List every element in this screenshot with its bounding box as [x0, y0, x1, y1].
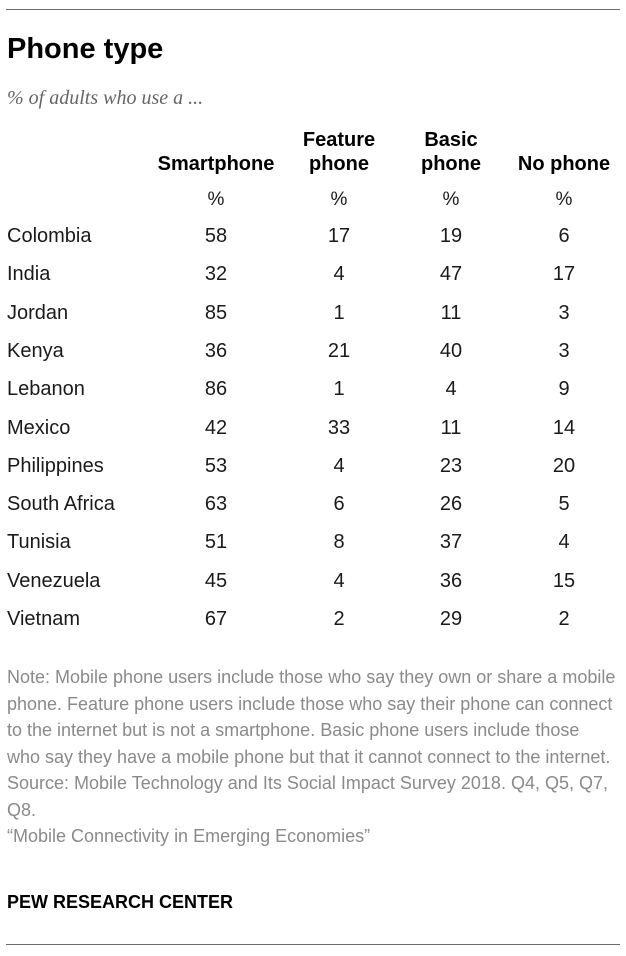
value-cell: 85	[204, 301, 228, 324]
value-cell: 14	[552, 416, 576, 439]
value-cell: 9	[558, 378, 570, 401]
column-unit: %	[555, 189, 573, 210]
column-header-line1: Basic	[424, 129, 478, 151]
value-cell: 19	[439, 225, 463, 247]
value-cell: 3	[558, 339, 570, 362]
column-header-line1	[146, 128, 286, 152]
column-header-line1	[494, 128, 626, 152]
footnote-block: Note: Mobile phone users include those w…	[7, 664, 617, 850]
column-unit: %	[330, 189, 348, 210]
table-row: Kenya 36 21 40 3	[0, 339, 626, 377]
value-cell: 11	[440, 416, 462, 439]
value-cell: 15	[552, 569, 576, 592]
value-cell: 2	[558, 608, 570, 630]
value-cell: 23	[439, 454, 463, 477]
value-cell: 4	[333, 569, 345, 592]
value-cell: 29	[439, 608, 463, 630]
table-row: Jordan 85 1 11 3	[0, 301, 626, 339]
value-cell: 11	[440, 301, 462, 324]
brand-label: PEW RESEARCH CENTER	[7, 892, 234, 912]
column-header-line2: phone	[309, 153, 369, 175]
column-header: Basic phone	[381, 128, 521, 176]
value-cell: 53	[204, 454, 228, 477]
country-label: South Africa	[7, 493, 115, 516]
value-cell: 4	[445, 378, 457, 401]
value-cell: 32	[204, 263, 228, 286]
table-row: Vietnam 67 2 29 2	[0, 607, 626, 645]
column-header: Smartphone	[146, 128, 286, 176]
value-cell: 33	[327, 416, 351, 439]
value-cell: 17	[552, 263, 576, 286]
value-cell: 2	[333, 608, 345, 630]
value-cell: 1	[333, 301, 345, 324]
table-row: Colombia 58 17 19 6	[0, 224, 626, 262]
country-label: Venezuela	[7, 569, 101, 592]
value-cell: 86	[204, 378, 228, 401]
country-label: Vietnam	[7, 608, 81, 630]
value-cell: 4	[333, 454, 345, 477]
country-label: Tunisia	[7, 531, 71, 554]
country-label: Mexico	[7, 416, 71, 439]
value-cell: 4	[333, 263, 345, 286]
report-title: “Mobile Connectivity in Emerging Economi…	[7, 826, 371, 846]
value-cell: 6	[333, 493, 345, 516]
column-header-line2: phone	[421, 153, 481, 175]
value-cell: 4	[558, 531, 570, 554]
value-cell: 26	[439, 493, 463, 516]
country-label: India	[7, 263, 51, 286]
column-header-line1: Feature	[302, 129, 376, 151]
value-cell: 37	[439, 531, 463, 554]
table-row: Philippines 53 4 23 20	[0, 454, 626, 492]
top-rule	[6, 9, 620, 10]
value-cell: 21	[327, 339, 351, 362]
country-label: Philippines	[7, 454, 104, 477]
value-cell: 63	[204, 493, 228, 516]
column-header-line2: No phone	[517, 153, 611, 175]
column-header: No phone	[494, 128, 626, 176]
value-cell: 45	[204, 569, 228, 592]
table-row: South Africa 63 6 26 5	[0, 492, 626, 530]
value-cell: 36	[439, 569, 463, 592]
value-cell: 17	[327, 225, 351, 247]
value-cell: 40	[439, 339, 463, 362]
table-row: Lebanon 86 1 4 9	[0, 377, 626, 415]
table-row: Mexico 42 33 11 14	[0, 416, 626, 454]
table-row: Tunisia 51 8 37 4	[0, 530, 626, 568]
country-label: Lebanon	[7, 378, 85, 401]
value-cell: 36	[204, 339, 228, 362]
table-row: Venezuela 45 4 36 15	[0, 569, 626, 607]
source-text: Source: Mobile Technology and Its Social…	[7, 773, 608, 820]
value-cell: 42	[204, 416, 228, 439]
country-label: Jordan	[7, 301, 69, 324]
value-cell: 3	[558, 301, 570, 324]
column-header: Feature phone	[269, 128, 409, 176]
value-cell: 8	[333, 531, 345, 554]
bottom-rule	[6, 944, 620, 945]
value-cell: 20	[552, 454, 576, 477]
country-label: Colombia	[7, 225, 92, 247]
chart-title: Phone type	[7, 33, 164, 65]
column-unit: %	[207, 189, 225, 210]
value-cell: 58	[204, 225, 228, 247]
column-unit: %	[442, 189, 460, 210]
value-cell: 1	[333, 378, 345, 401]
value-cell: 47	[439, 263, 463, 286]
value-cell: 51	[204, 531, 228, 554]
note-text: Note: Mobile phone users include those w…	[7, 667, 616, 767]
column-header-line2: Smartphone	[157, 153, 275, 175]
country-label: Kenya	[7, 339, 64, 362]
chart-subtitle: % of adults who use a ...	[7, 87, 204, 109]
value-cell: 5	[558, 493, 570, 516]
value-cell: 67	[204, 608, 228, 630]
value-cell: 6	[558, 225, 570, 247]
table-row: India 32 4 47 17	[0, 262, 626, 300]
